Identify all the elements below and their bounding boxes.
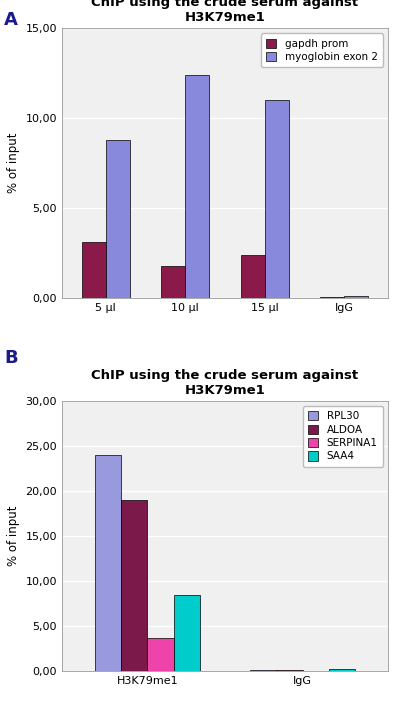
Bar: [241, 255, 265, 298]
Title: ChIP using the crude serum against
H3K79me1: ChIP using the crude serum against H3K79…: [92, 369, 358, 397]
Bar: [265, 100, 289, 298]
Bar: [161, 265, 185, 298]
Text: B: B: [4, 349, 18, 367]
Bar: [320, 297, 344, 298]
Bar: [250, 670, 276, 671]
Bar: [121, 500, 147, 671]
Bar: [94, 455, 121, 671]
Y-axis label: % of input: % of input: [7, 133, 20, 193]
Y-axis label: % of input: % of input: [7, 505, 20, 566]
Title: ChIP using the crude serum against
H3K79me1: ChIP using the crude serum against H3K79…: [92, 0, 358, 24]
Bar: [329, 669, 355, 671]
Bar: [147, 638, 174, 671]
Bar: [106, 140, 130, 298]
Bar: [344, 297, 368, 298]
Bar: [174, 595, 200, 671]
Bar: [185, 75, 209, 298]
Bar: [82, 242, 106, 298]
Text: A: A: [4, 11, 18, 28]
Legend: RPL30, ALDOA, SERPINA1, SAA4: RPL30, ALDOA, SERPINA1, SAA4: [303, 406, 383, 467]
Legend: gapdh prom, myoglobin exon 2: gapdh prom, myoglobin exon 2: [261, 33, 383, 68]
